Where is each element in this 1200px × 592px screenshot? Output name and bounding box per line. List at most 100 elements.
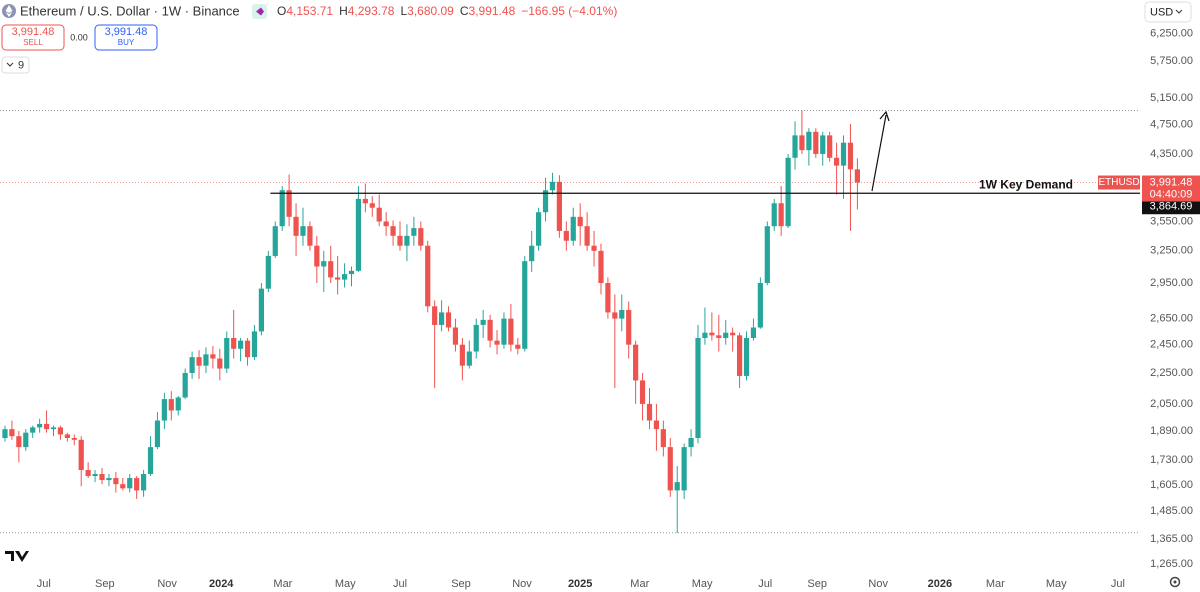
candle-body (71, 438, 77, 440)
symbol-tag-box (1098, 175, 1140, 190)
candle-body (806, 131, 812, 151)
candle-body (92, 474, 98, 477)
buy-label: BUY (118, 38, 135, 47)
candle-body (536, 212, 542, 246)
candle-body (154, 420, 161, 448)
candle-body (709, 332, 715, 336)
candle-body (418, 228, 424, 246)
candle-body (9, 429, 15, 437)
candle-body (30, 427, 36, 433)
candle-body (106, 478, 112, 481)
countdown: 04:40:09 (1150, 188, 1193, 200)
candle-body (2, 429, 8, 439)
candle-body (487, 319, 493, 341)
candle-body (217, 358, 223, 369)
candle-body (244, 340, 251, 358)
candle-body (231, 337, 237, 349)
key-level-label: 3,864.69 (1150, 201, 1193, 213)
candle-body (411, 228, 417, 236)
candle-body (168, 399, 174, 411)
sell-price: 3,991.48 (12, 26, 55, 38)
last-price-tag (1142, 175, 1200, 202)
candle-body (376, 207, 382, 222)
candle-body (445, 312, 452, 328)
candle-body (459, 344, 465, 366)
candle-body (37, 423, 43, 428)
candle-body (584, 226, 590, 246)
candle-body (134, 478, 140, 491)
candle-body (813, 131, 819, 154)
candle-body (854, 169, 860, 183)
y-tick-label: 1,605.00 (1150, 479, 1193, 491)
candle-body (598, 250, 604, 283)
candle-body (473, 324, 479, 352)
candle-body (300, 226, 306, 236)
y-tick-label: 4,750.00 (1150, 119, 1193, 131)
candle-body (147, 447, 154, 475)
x-tick-label: Sep (451, 578, 471, 590)
indicator-toggle[interactable] (1, 56, 30, 74)
candle-body (646, 403, 653, 421)
currency-button[interactable] (1144, 1, 1192, 23)
y-tick-label: 1,485.00 (1150, 505, 1193, 517)
candle-body (64, 434, 70, 439)
chevron (6, 62, 14, 67)
y-tick-label: 5,150.00 (1150, 92, 1193, 104)
candle-body (633, 344, 639, 381)
candle-body (432, 306, 438, 325)
x-tick-label: Mar (273, 578, 292, 590)
x-tick-label: Jul (37, 578, 51, 590)
candle-body (99, 474, 105, 481)
sell-button[interactable] (1, 24, 65, 51)
candle-body (452, 327, 459, 345)
x-tick-label: May (692, 578, 713, 590)
y-tick-label: 2,950.00 (1150, 277, 1193, 289)
buy-button[interactable] (94, 24, 158, 51)
ohlc-change: −166.95 (−4.01%) (521, 4, 617, 18)
candle-body (529, 245, 535, 262)
spread: 0.00 (70, 32, 88, 42)
candle-body (556, 181, 562, 231)
y-tick-label: 1,265.00 (1150, 558, 1193, 570)
candle-body (238, 340, 244, 349)
last-price-label: 3,991.48 (1150, 176, 1193, 188)
ohlc-legend: O4,153.71 H4,293.78 L3,680.09 C3,991.48 −166… (277, 4, 617, 18)
arrow (871, 114, 887, 192)
candle-body (591, 245, 597, 251)
ohlc-value: 3,680.09 (407, 4, 454, 18)
y-tick-label: 2,450.00 (1150, 339, 1193, 351)
candle-body (161, 399, 167, 421)
settings-icon[interactable] (1169, 576, 1181, 588)
candle-body (113, 478, 119, 485)
candle-body (501, 318, 507, 345)
candle-body (355, 198, 362, 271)
candle-body (612, 312, 618, 319)
candle-body (314, 245, 320, 267)
y-tick-label: 2,250.00 (1150, 367, 1193, 379)
chevron (1175, 9, 1183, 14)
buy-price: 3,991.48 (105, 26, 148, 38)
y-tick-label: 5,750.00 (1150, 55, 1193, 67)
candle-body (688, 438, 694, 448)
candle-body (792, 135, 798, 158)
x-tick-label: Sep (807, 578, 827, 590)
candle-body (272, 226, 278, 256)
candle-body (750, 327, 757, 338)
logo (5, 551, 29, 562)
x-tick-label: Mar (630, 578, 649, 590)
candle-body (85, 470, 91, 477)
sell-label: SELL (23, 38, 43, 47)
symbol-tag: ETHUSD (1098, 177, 1139, 188)
candle-body (743, 337, 750, 376)
candle-body (847, 142, 854, 170)
ohlc-value: 4,293.78 (348, 4, 395, 18)
candle-body (508, 318, 514, 345)
candle-body (764, 226, 770, 283)
plot-area (0, 110, 1140, 534)
candle-body (369, 203, 375, 208)
candle-body (834, 157, 840, 166)
candle-body (175, 397, 181, 411)
candle-body (542, 190, 549, 213)
